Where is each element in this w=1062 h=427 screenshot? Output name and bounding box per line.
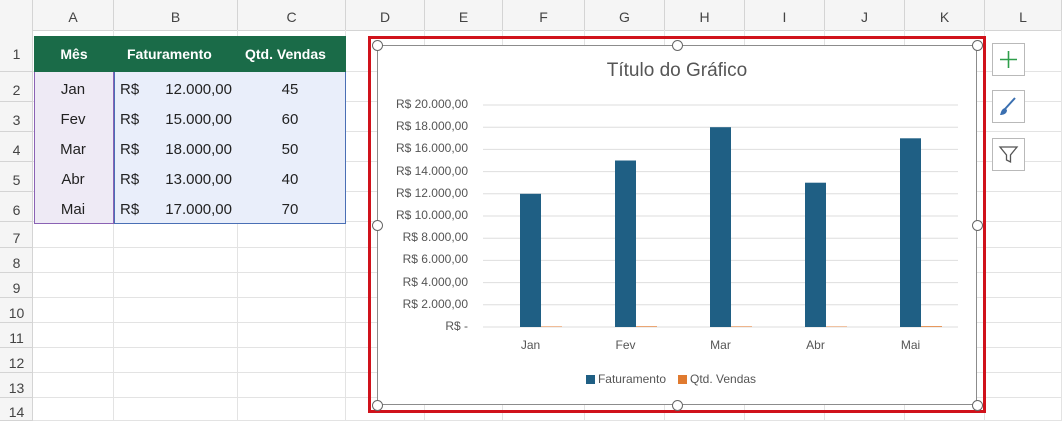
brush-icon <box>993 91 1024 122</box>
resize-handle[interactable] <box>972 220 983 231</box>
column-header-b[interactable]: B <box>114 0 238 30</box>
column-header-l[interactable]: L <box>985 0 1062 30</box>
chart-legend[interactable]: Faturamento Qtd. Vendas <box>378 372 976 386</box>
legend-swatch <box>586 375 595 384</box>
row-header-6[interactable]: 6 <box>0 192 33 222</box>
resize-handle[interactable] <box>372 220 383 231</box>
row-header-14[interactable]: 14 <box>0 398 33 421</box>
row-header-5[interactable]: 5 <box>0 162 33 192</box>
bar-qtd-vendas-fev[interactable] <box>636 326 657 327</box>
cell-faturamento[interactable]: 18.000,00 <box>140 140 232 160</box>
resize-handle[interactable] <box>972 40 983 51</box>
plus-icon <box>993 44 1024 75</box>
header-qtd-vendas[interactable]: Qtd. Vendas <box>238 36 346 72</box>
row-header-9[interactable]: 9 <box>0 273 33 298</box>
chart-elements-button[interactable] <box>992 43 1025 76</box>
row-header-12[interactable]: 12 <box>0 348 33 373</box>
header-faturamento[interactable]: Faturamento <box>114 36 238 72</box>
column-header-g[interactable]: G <box>585 0 665 30</box>
row-header-7[interactable]: 7 <box>0 222 33 248</box>
bar-qtd-vendas-mai[interactable] <box>921 326 942 327</box>
cell-faturamento[interactable]: 13.000,00 <box>140 170 232 190</box>
column-header-d[interactable]: D <box>346 0 425 30</box>
bar-qtd-vendas-mar[interactable] <box>731 326 752 327</box>
column-header-h[interactable]: H <box>665 0 745 30</box>
cell-mes[interactable]: Fev <box>34 110 112 130</box>
cell-faturamento[interactable]: 17.000,00 <box>140 200 232 220</box>
row-header-8[interactable]: 8 <box>0 248 33 273</box>
bar-faturamento-mar[interactable] <box>710 127 731 327</box>
resize-handle[interactable] <box>372 400 383 411</box>
header-mes[interactable]: Mês <box>34 36 114 72</box>
x-tick-label: Abr <box>806 338 825 352</box>
legend-label: Faturamento <box>598 372 666 386</box>
x-tick-label: Mai <box>901 338 920 352</box>
legend-item[interactable]: Qtd. Vendas <box>678 372 756 386</box>
row-header-4[interactable]: 4 <box>0 132 33 162</box>
row-header-11[interactable]: 11 <box>0 323 33 348</box>
x-tick-label: Fev <box>615 338 635 352</box>
column-header-a[interactable]: A <box>33 0 114 30</box>
cell-faturamento[interactable]: 15.000,00 <box>140 110 232 130</box>
column-header-i[interactable]: I <box>745 0 825 30</box>
column-header-e[interactable]: E <box>425 0 503 30</box>
cell-qtd-vendas[interactable]: 70 <box>238 200 342 220</box>
cell-faturamento[interactable]: 12.000,00 <box>140 80 232 100</box>
x-tick-label: Mar <box>710 338 731 352</box>
x-tick-label: Jan <box>521 338 540 352</box>
cell-qtd-vendas[interactable]: 40 <box>238 170 342 190</box>
row-header-3[interactable]: 3 <box>0 102 33 132</box>
resize-handle[interactable] <box>672 400 683 411</box>
select-all-corner[interactable] <box>0 0 33 30</box>
chart-plot-area[interactable]: Jan Fev Mar Abr Mai <box>378 46 976 404</box>
bar-faturamento-abr[interactable] <box>805 183 826 327</box>
row-header-13[interactable]: 13 <box>0 373 33 398</box>
legend-swatch <box>678 375 687 384</box>
column-header-j[interactable]: J <box>825 0 905 30</box>
chart-styles-button[interactable] <box>992 90 1025 123</box>
cell-qtd-vendas[interactable]: 60 <box>238 110 342 130</box>
column-header-k[interactable]: K <box>905 0 985 30</box>
bar-faturamento-jan[interactable] <box>520 194 541 327</box>
bar-faturamento-mai[interactable] <box>900 138 921 327</box>
cell-mes[interactable]: Mar <box>34 140 112 160</box>
row-header-1[interactable]: 1 <box>0 30 33 72</box>
cell-mes[interactable]: Mai <box>34 200 112 220</box>
cell-qtd-vendas[interactable]: 45 <box>238 80 342 100</box>
bar-faturamento-fev[interactable] <box>615 161 636 328</box>
resize-handle[interactable] <box>972 400 983 411</box>
cell-qtd-vendas[interactable]: 50 <box>238 140 342 160</box>
legend-item[interactable]: Faturamento <box>586 372 666 386</box>
chart-filters-button[interactable] <box>992 138 1025 171</box>
row-header-10[interactable]: 10 <box>0 298 33 323</box>
column-header-f[interactable]: F <box>503 0 585 30</box>
row-header-2[interactable]: 2 <box>0 72 33 102</box>
legend-label: Qtd. Vendas <box>690 372 756 386</box>
cell-mes[interactable]: Jan <box>34 80 112 100</box>
resize-handle[interactable] <box>372 40 383 51</box>
resize-handle[interactable] <box>672 40 683 51</box>
filter-icon <box>993 139 1024 170</box>
column-header-c[interactable]: C <box>238 0 346 30</box>
cell-mes[interactable]: Abr <box>34 170 112 190</box>
